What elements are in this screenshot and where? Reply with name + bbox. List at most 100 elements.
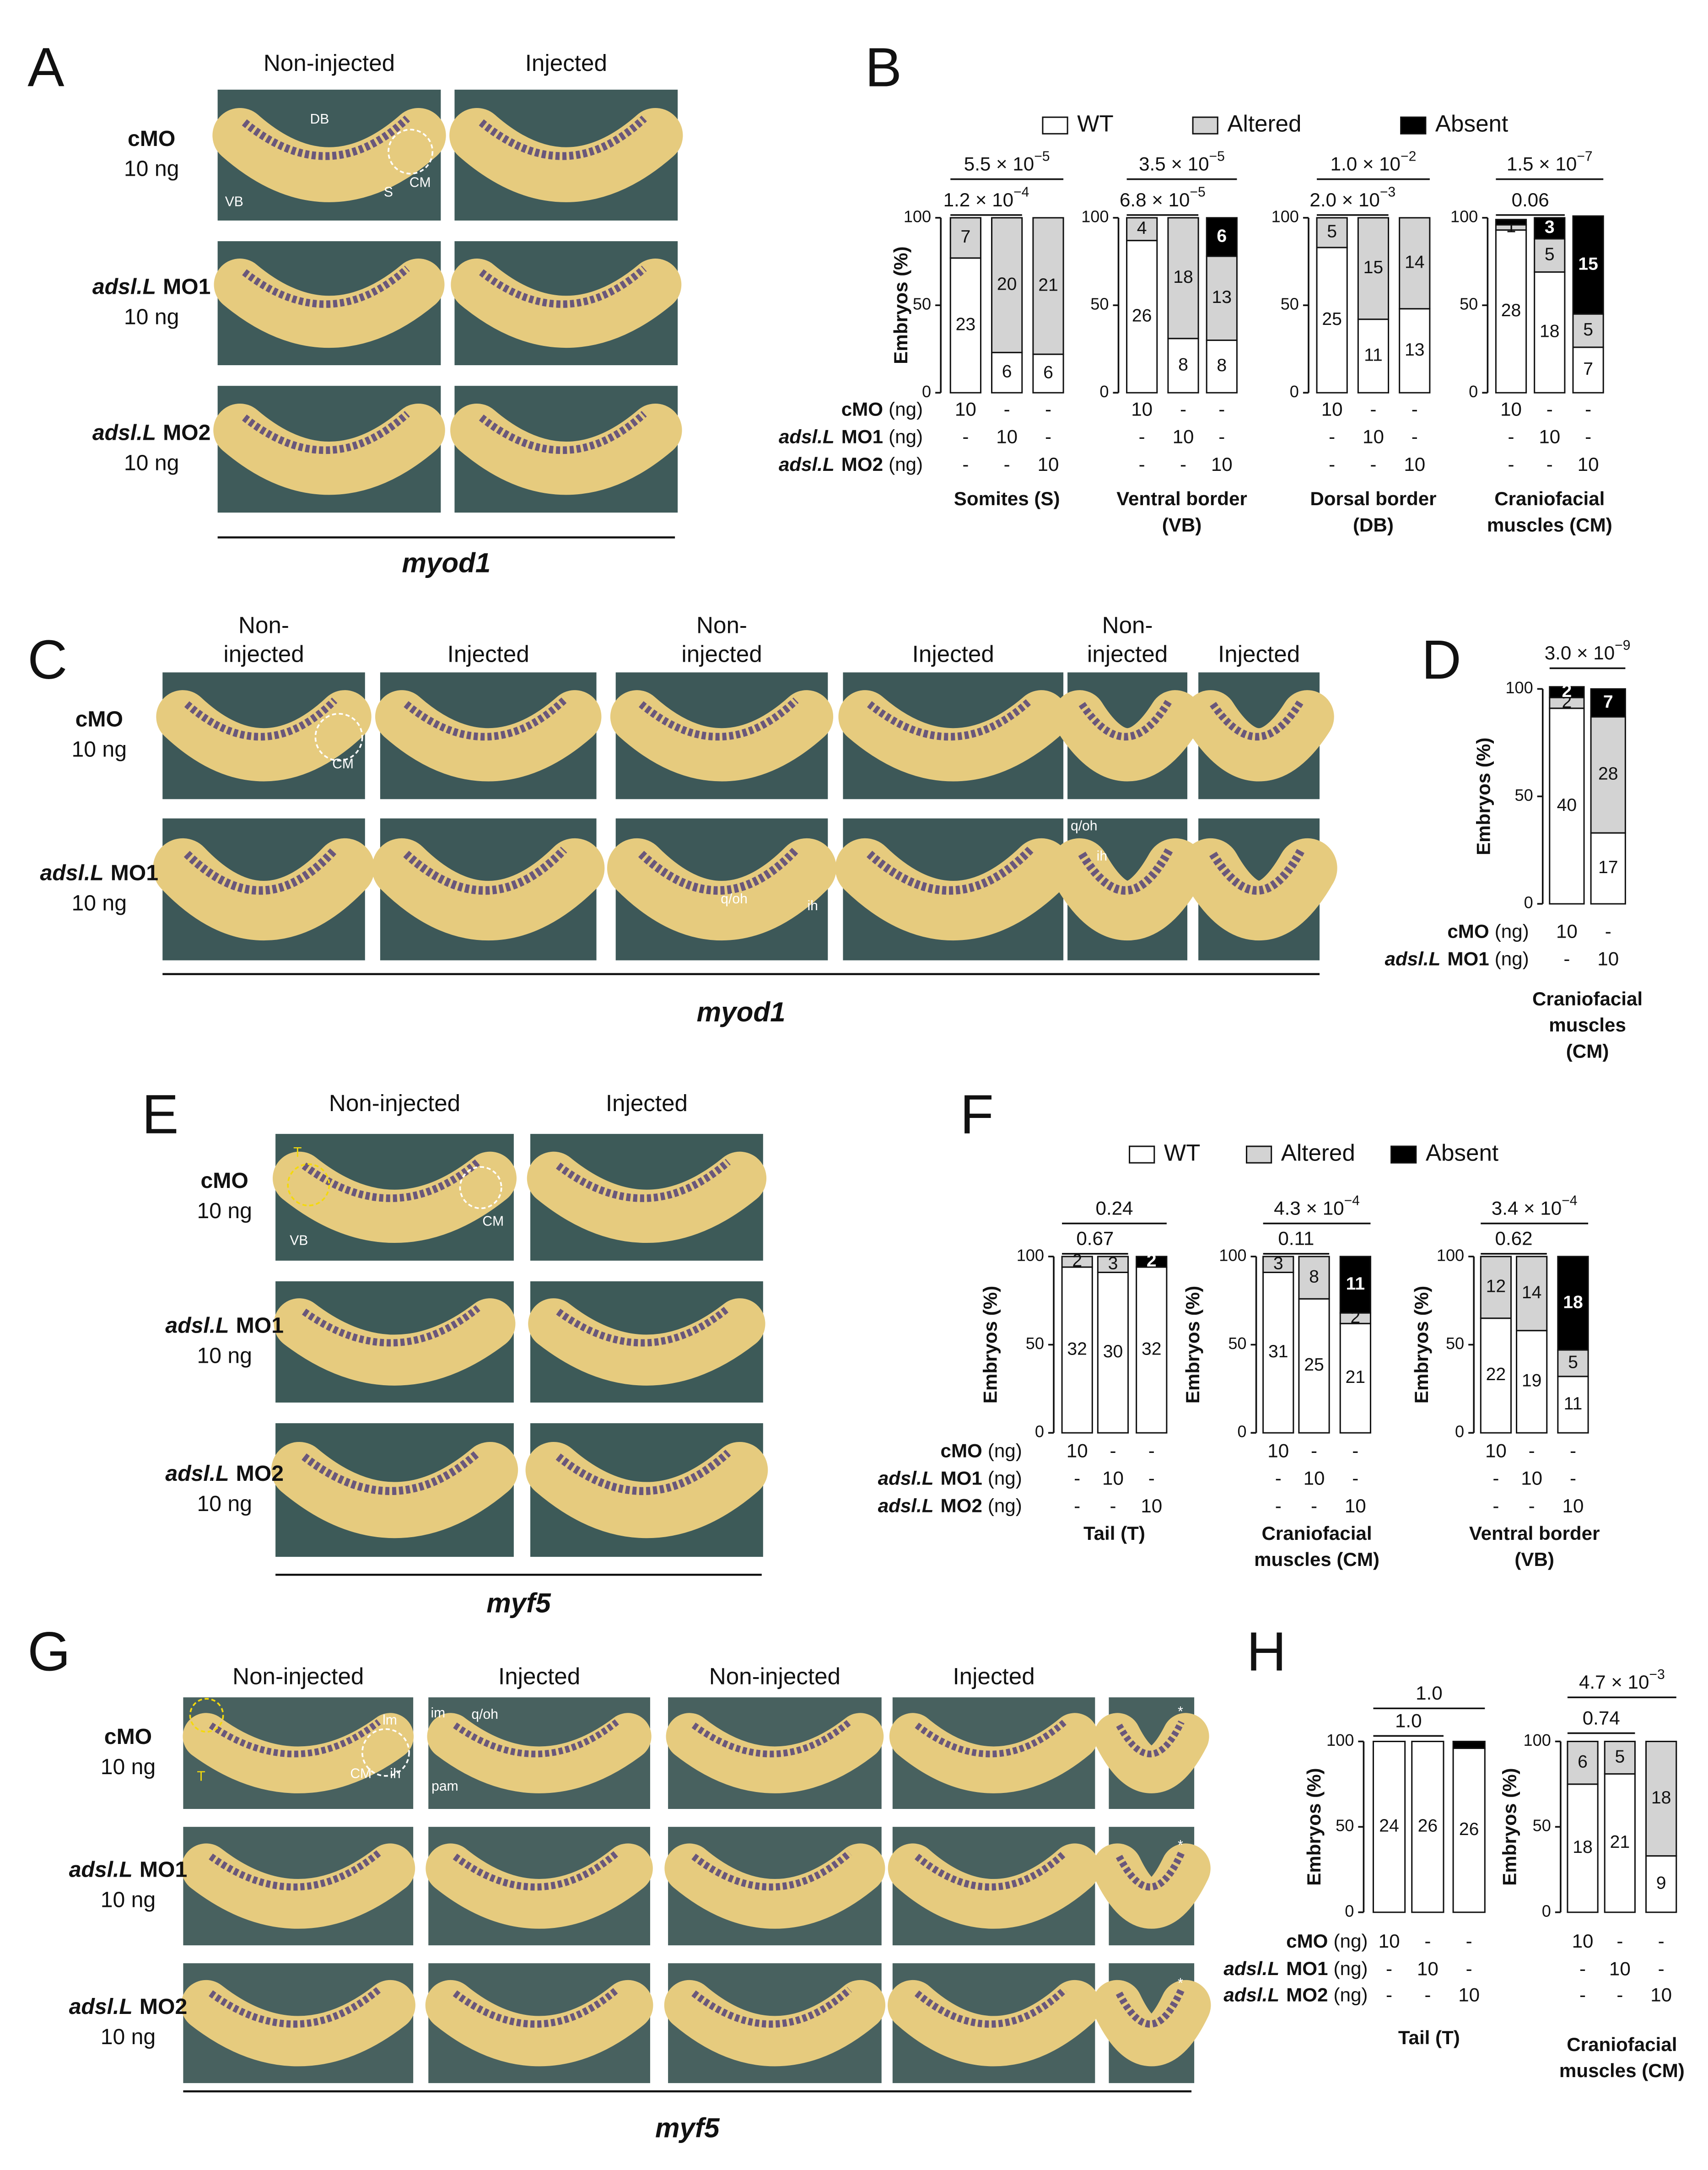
dose-value: - [1329, 453, 1335, 475]
dose-value: 10 [1304, 1468, 1325, 1489]
count-label: 26 [1459, 1819, 1479, 1839]
treatment: cMO [941, 1440, 982, 1461]
embryo [372, 838, 605, 941]
dose-value: 10 [955, 398, 976, 420]
bar-segment [1590, 688, 1626, 718]
bar-segment [1357, 318, 1390, 394]
chart-title: Dorsal border [1310, 488, 1436, 509]
chart-title: Craniofacial [1532, 988, 1643, 1009]
p-value: 0.74 [1583, 1707, 1620, 1728]
stain [242, 115, 410, 160]
bar-segment [1339, 1256, 1371, 1314]
annotation: DB [310, 112, 329, 127]
gene-label: myod1 [697, 997, 786, 1027]
bar-segment [991, 351, 1023, 394]
count-label: 32 [1067, 1339, 1087, 1359]
chart-title: muscles [1549, 1014, 1626, 1036]
annotation: ih [1097, 849, 1107, 864]
bar-segment [1557, 1376, 1589, 1434]
gene-name: adsl.L [779, 426, 835, 448]
embryo [375, 690, 602, 782]
p-base: 2.0 × 10 [1309, 189, 1379, 211]
dose-value: 10 [1267, 1440, 1289, 1461]
chart-title: (VB) [1162, 514, 1202, 535]
embryo [1184, 690, 1334, 782]
legend-label: Altered [1281, 1140, 1355, 1166]
p-base: 0.74 [1583, 1707, 1620, 1728]
chart-title: Tail (T) [1398, 2027, 1460, 2048]
unit: (ng) [889, 426, 923, 448]
p-value: 1.2 × 10−4 [943, 185, 1029, 211]
bar-segment [1452, 1747, 1486, 1913]
dose-value: - [1110, 1495, 1116, 1517]
dose-value: - [1180, 398, 1186, 420]
p-base: 1.0 × 10 [1331, 153, 1401, 175]
treatment: MO1 [111, 860, 158, 885]
annotation: pam [431, 1779, 458, 1794]
bar-segment [991, 217, 1023, 353]
y-tick-label: 0 [1455, 1422, 1464, 1441]
dose-value: 10 [1609, 1958, 1631, 1979]
dose-value: 10 [1521, 1468, 1542, 1489]
p-value: 0.06 [1512, 189, 1549, 211]
bar-segment [1061, 1266, 1093, 1434]
row-dose: 10 ng [71, 891, 127, 915]
embryo [838, 690, 1068, 782]
row-label: adsl.L MO2 (ng) [878, 1495, 1022, 1517]
unit: (ng) [1333, 1930, 1368, 1952]
p-value: 3.5 × 10−5 [1139, 149, 1225, 174]
dose-value: - [1386, 1984, 1392, 2006]
annotation: CM [482, 1214, 504, 1229]
y-axis-label: Embryos (%) [980, 1286, 1001, 1403]
count-label: 28 [1501, 301, 1521, 320]
dose-value: - [1311, 1440, 1317, 1461]
column-header: injected [681, 641, 762, 667]
embryo [1094, 1713, 1209, 1793]
dose-value: - [1508, 453, 1514, 475]
bar-segment [1549, 686, 1585, 698]
row-label: adsl.L MO1 [165, 1313, 284, 1338]
embryo [271, 1441, 518, 1538]
bar-segment [1495, 219, 1527, 226]
p-base: 0.06 [1512, 189, 1549, 211]
embryo [1092, 1843, 1211, 1929]
unit: (ng) [1333, 1984, 1368, 2006]
gene-name: adsl.L [69, 1857, 133, 1882]
column-header: Non-injected [264, 50, 395, 76]
stain [403, 847, 567, 895]
bar-segment [1557, 1256, 1589, 1351]
row-label: adsl.L MO2 (ng) [1223, 1984, 1368, 2006]
p-value: 0.62 [1495, 1228, 1533, 1249]
p-base: 6.8 × 10 [1120, 189, 1190, 211]
embryo [1092, 1980, 1211, 2067]
count-label: 20 [997, 274, 1017, 294]
count-label: 5 [1568, 1352, 1578, 1372]
y-tick-label: 100 [1505, 678, 1533, 697]
annotation: CM [350, 1766, 372, 1781]
bar-segment [1136, 1266, 1168, 1434]
y-tick-label: 0 [1237, 1422, 1246, 1441]
stain [183, 847, 338, 895]
chart-title: Ventral border [1469, 1522, 1600, 1544]
treatment: MO2 [140, 1994, 187, 2019]
column-header: Injected [447, 641, 529, 667]
y-tick-label: 100 [1272, 207, 1299, 226]
dose-value: - [1074, 1495, 1080, 1517]
embryo [181, 1843, 415, 1929]
row-label: adsl.L MO1 [92, 274, 211, 299]
embryo [425, 1980, 653, 2067]
gene-name: adsl.L [878, 1468, 934, 1489]
dose-value: - [1616, 1984, 1623, 2006]
bar-segment [1604, 1773, 1636, 1913]
dose-value: - [1148, 1468, 1155, 1489]
chart-title: Craniofacial [1567, 2034, 1677, 2055]
bar-segment [1316, 247, 1348, 394]
stain [209, 1986, 381, 2028]
treatment: MO1 [941, 1468, 982, 1489]
stain [302, 1305, 480, 1347]
dose-value: - [1074, 1468, 1080, 1489]
gene-name: adsl.L [779, 453, 835, 475]
annotation: T [197, 1769, 205, 1784]
count-label: 28 [1598, 764, 1618, 784]
stain [209, 1719, 381, 1758]
